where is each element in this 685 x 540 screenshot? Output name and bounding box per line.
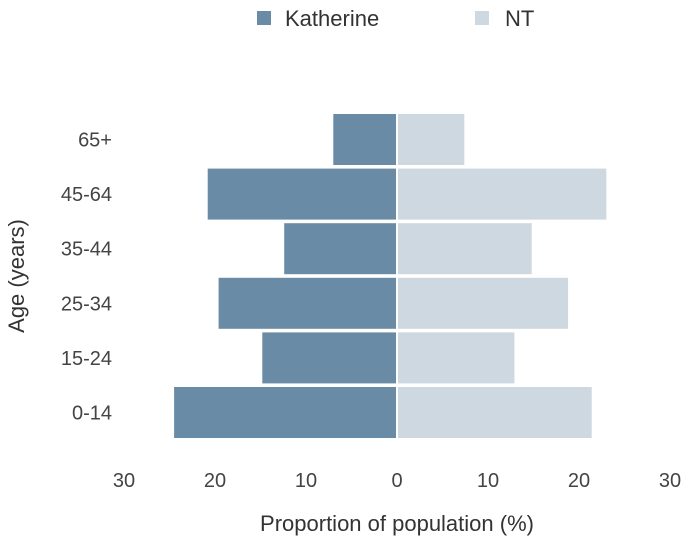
bar-nt-65 [397, 114, 465, 165]
bar-katherine-45-64 [207, 168, 397, 220]
y-axis-title: Age (years) [4, 219, 29, 333]
bars-group [174, 114, 607, 438]
x-tick-label-neg-30: 30 [113, 470, 135, 492]
bar-katherine-65 [333, 114, 397, 165]
y-tick-label-45-64: 45-64 [61, 184, 112, 206]
x-axis-tick-labels: 30 20 10 0 10 20 30 [113, 470, 681, 492]
y-axis-tick-labels: 65+ 45-64 35-44 25-34 15-24 0-14 [61, 130, 112, 425]
y-tick-label-0-14: 0-14 [72, 403, 112, 425]
x-tick-label-neg-10: 10 [295, 470, 317, 492]
bar-katherine-15-24 [262, 332, 397, 384]
bar-nt-35-44 [397, 223, 532, 275]
x-tick-label-20: 20 [568, 470, 590, 492]
x-tick-label-0: 0 [391, 470, 402, 492]
y-tick-label-15-24: 15-24 [61, 348, 112, 370]
y-tick-label-65: 65+ [78, 130, 112, 152]
x-axis-title: Proportion of population (%) [260, 511, 534, 536]
bar-katherine-25-34 [218, 277, 397, 329]
legend-label-nt: NT [505, 6, 534, 31]
bar-katherine-0-14 [174, 387, 397, 438]
legend: Katherine NT [257, 6, 534, 31]
y-tick-label-35-44: 35-44 [61, 239, 112, 261]
bar-nt-15-24 [397, 332, 515, 384]
legend-label-katherine: Katherine [285, 6, 379, 31]
y-tick-label-25-34: 25-34 [61, 293, 112, 315]
legend-swatch-nt [475, 11, 489, 25]
bar-nt-0-14 [397, 387, 592, 438]
bar-katherine-35-44 [284, 223, 397, 275]
x-tick-label-10: 10 [477, 470, 499, 492]
x-tick-label-30: 30 [659, 470, 681, 492]
bar-nt-25-34 [397, 277, 569, 329]
bar-nt-45-64 [397, 168, 607, 220]
x-tick-label-neg-20: 20 [204, 470, 226, 492]
legend-swatch-katherine [257, 11, 271, 25]
